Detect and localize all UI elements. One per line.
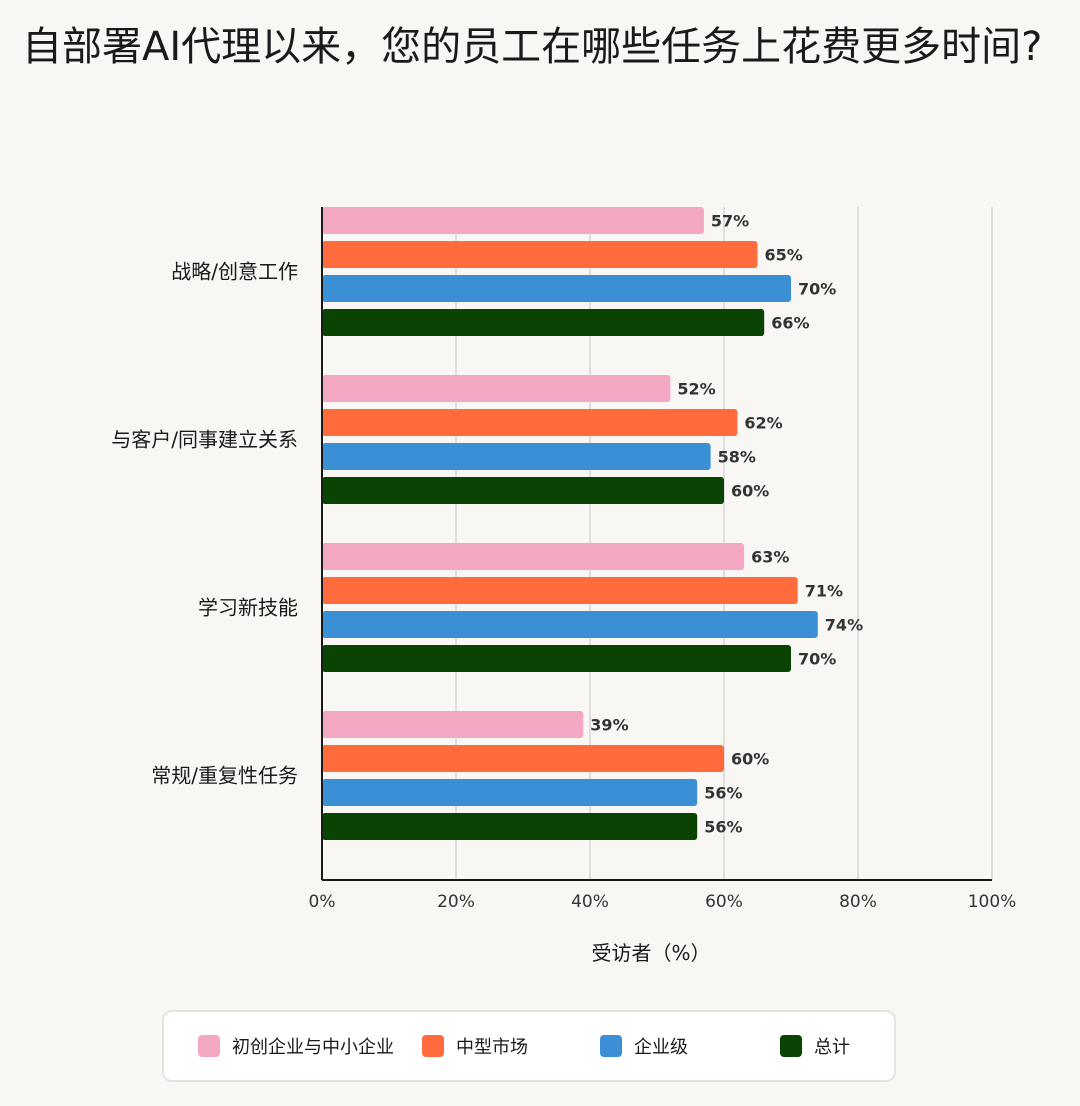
bar-value-label: 39%: [590, 716, 628, 735]
legend-swatch: [422, 1035, 444, 1057]
x-axis-label: 受访者（%）: [591, 941, 710, 965]
bar-value-label: 57%: [711, 212, 749, 231]
bar-value-label: 65%: [765, 246, 803, 265]
legend-item: 中型市场: [422, 1012, 528, 1080]
category-label: 战略/创意工作: [171, 260, 298, 284]
bar-value-label: 58%: [718, 448, 756, 467]
bar: [322, 645, 791, 672]
bar: [322, 477, 724, 504]
x-tick-label: 0%: [309, 892, 336, 912]
legend-swatch: [198, 1035, 220, 1057]
category-label: 常规/重复性任务: [151, 764, 298, 788]
legend-label: 初创企业与中小企业: [232, 1037, 394, 1058]
bar: [322, 309, 765, 336]
legend-item: 总计: [780, 1012, 850, 1080]
bar: [322, 275, 791, 302]
x-tick-label: 20%: [437, 892, 475, 912]
bar-chart: 57% 65% 70% 66% 52% 62% 58% 60% 63% 71% 74% 70% 39% 6…: [111, 207, 1017, 965]
x-tick-label: 100%: [968, 892, 1017, 912]
bar-value-label: 71%: [805, 582, 843, 601]
chart-title: 自部署AI代理以来，您的员工在哪些任务上花费更多时间?: [22, 24, 1043, 70]
bar-value-label: 62%: [744, 414, 782, 433]
x-tick-label: 80%: [839, 892, 877, 912]
legend-swatch: [600, 1035, 622, 1057]
bar: [322, 443, 711, 470]
bar: [322, 779, 698, 806]
legend-swatch: [780, 1035, 802, 1057]
bar-value-label: 63%: [751, 548, 789, 567]
bar-value-label: 52%: [677, 380, 715, 399]
x-tick-label: 60%: [705, 892, 743, 912]
bar: [322, 577, 798, 604]
bar-value-label: 66%: [771, 314, 809, 333]
legend: 初创企业与中小企业 中型市场 企业级 总计: [162, 1010, 896, 1082]
legend-label: 总计: [814, 1037, 850, 1058]
bar-value-label: 56%: [704, 818, 742, 837]
bars: [322, 207, 818, 840]
bar: [322, 711, 584, 738]
bar-value-label: 60%: [731, 750, 769, 769]
category-label: 学习新技能: [198, 596, 298, 620]
bar: [322, 375, 671, 402]
axes: [321, 207, 992, 881]
bar: [322, 543, 745, 570]
category-label: 与客户/同事建立关系: [111, 428, 298, 452]
bar-value-label: 70%: [798, 650, 836, 669]
bar: [322, 813, 698, 840]
bar: [322, 611, 818, 638]
bar: [322, 409, 738, 436]
x-tick-label: 40%: [571, 892, 609, 912]
x-tick-labels: 0% 20% 40% 60% 80% 100%: [309, 892, 1017, 912]
bar-value-label: 74%: [825, 616, 863, 635]
bar: [322, 207, 704, 234]
bar-value-label: 56%: [704, 784, 742, 803]
legend-item: 初创企业与中小企业: [198, 1012, 394, 1080]
bar: [322, 241, 758, 268]
bar-value-labels: 57% 65% 70% 66% 52% 62% 58% 60% 63% 71% 74% 70% 39% 6…: [590, 212, 863, 837]
bar-value-label: 60%: [731, 482, 769, 501]
legend-label: 中型市场: [456, 1037, 528, 1058]
legend-label: 企业级: [634, 1037, 688, 1058]
legend-item: 企业级: [600, 1012, 688, 1080]
bar: [322, 745, 724, 772]
bar-value-label: 70%: [798, 280, 836, 299]
